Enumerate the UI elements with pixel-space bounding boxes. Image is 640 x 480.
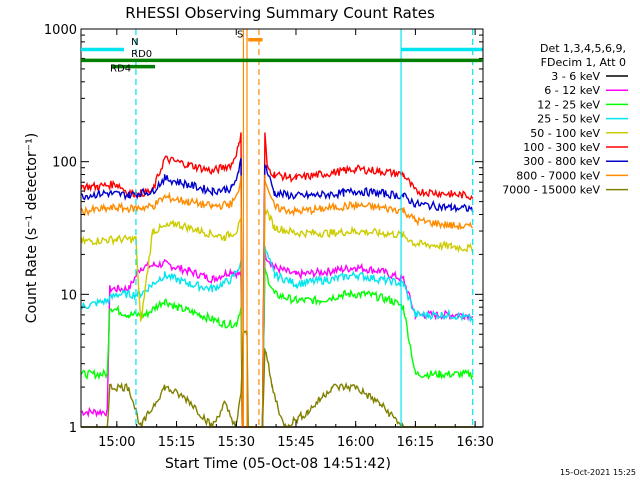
flag-label-n: N xyxy=(131,37,138,48)
legend-label-2: 12 - 25 keV xyxy=(537,98,600,111)
x-tick-label-1: 15:15 xyxy=(158,435,195,450)
legend-label-4: 50 - 100 keV xyxy=(530,127,600,140)
y-tick-label-0: 1 xyxy=(69,421,77,436)
x-tick-label-0: 15:00 xyxy=(98,435,135,450)
series-line-6 xyxy=(80,157,474,428)
axes: 15:00 15:15 15:30 15:45 16:00 16:15 16:30 1 10 10… xyxy=(44,23,494,450)
legend-label-7: 800 - 7000 keV xyxy=(516,169,600,182)
legend-label-5: 100 - 300 keV xyxy=(523,141,600,154)
y-axis-label: Count Rate (s⁻¹ detector⁻¹) xyxy=(24,133,40,323)
timestamp: 15-Oct-2021 15:25 xyxy=(560,468,636,477)
flag-label-rd4: RD4 xyxy=(110,63,131,74)
series-line-5 xyxy=(80,132,474,428)
series-line-7 xyxy=(80,174,474,428)
flag-label-s: S xyxy=(237,30,243,41)
chart-title: RHESSI Observing Summary Count Rates xyxy=(125,4,435,22)
x-tick-label-5: 16:15 xyxy=(397,435,434,450)
x-tick-label-3: 15:45 xyxy=(277,435,314,450)
x-tick-label-2: 15:30 xyxy=(218,435,255,450)
series-line-4 xyxy=(80,205,474,428)
series-line-1 xyxy=(80,251,474,428)
legend-label-0: 3 - 6 keV xyxy=(551,70,600,83)
x-tick-label-4: 16:00 xyxy=(337,435,374,450)
plot-area xyxy=(80,29,483,430)
legend-label-6: 300 - 800 keV xyxy=(523,155,600,168)
legend-label-1: 6 - 12 keV xyxy=(544,84,600,97)
legend-label-8: 7000 - 15000 keV xyxy=(502,184,600,197)
y-tick-label-3: 1000 xyxy=(44,23,77,38)
x-axis-label: Start Time (05-Oct-08 14:51:42) xyxy=(165,456,391,472)
legend-label-3: 25 - 50 keV xyxy=(537,113,600,126)
plot-frame xyxy=(80,28,484,428)
legend-header-line2: FDecim 1, Att 0 xyxy=(541,56,626,69)
legend-header-line1: Det 1,3,4,5,6,9, xyxy=(540,42,626,55)
y-tick-label-1: 10 xyxy=(60,288,77,303)
y-tick-label-2: 100 xyxy=(52,156,77,171)
series-line-3 xyxy=(80,245,474,428)
series-line-2 xyxy=(80,267,474,428)
x-tick-label-6: 16:30 xyxy=(456,435,493,450)
flag-label-rd0: RD0 xyxy=(131,49,152,60)
